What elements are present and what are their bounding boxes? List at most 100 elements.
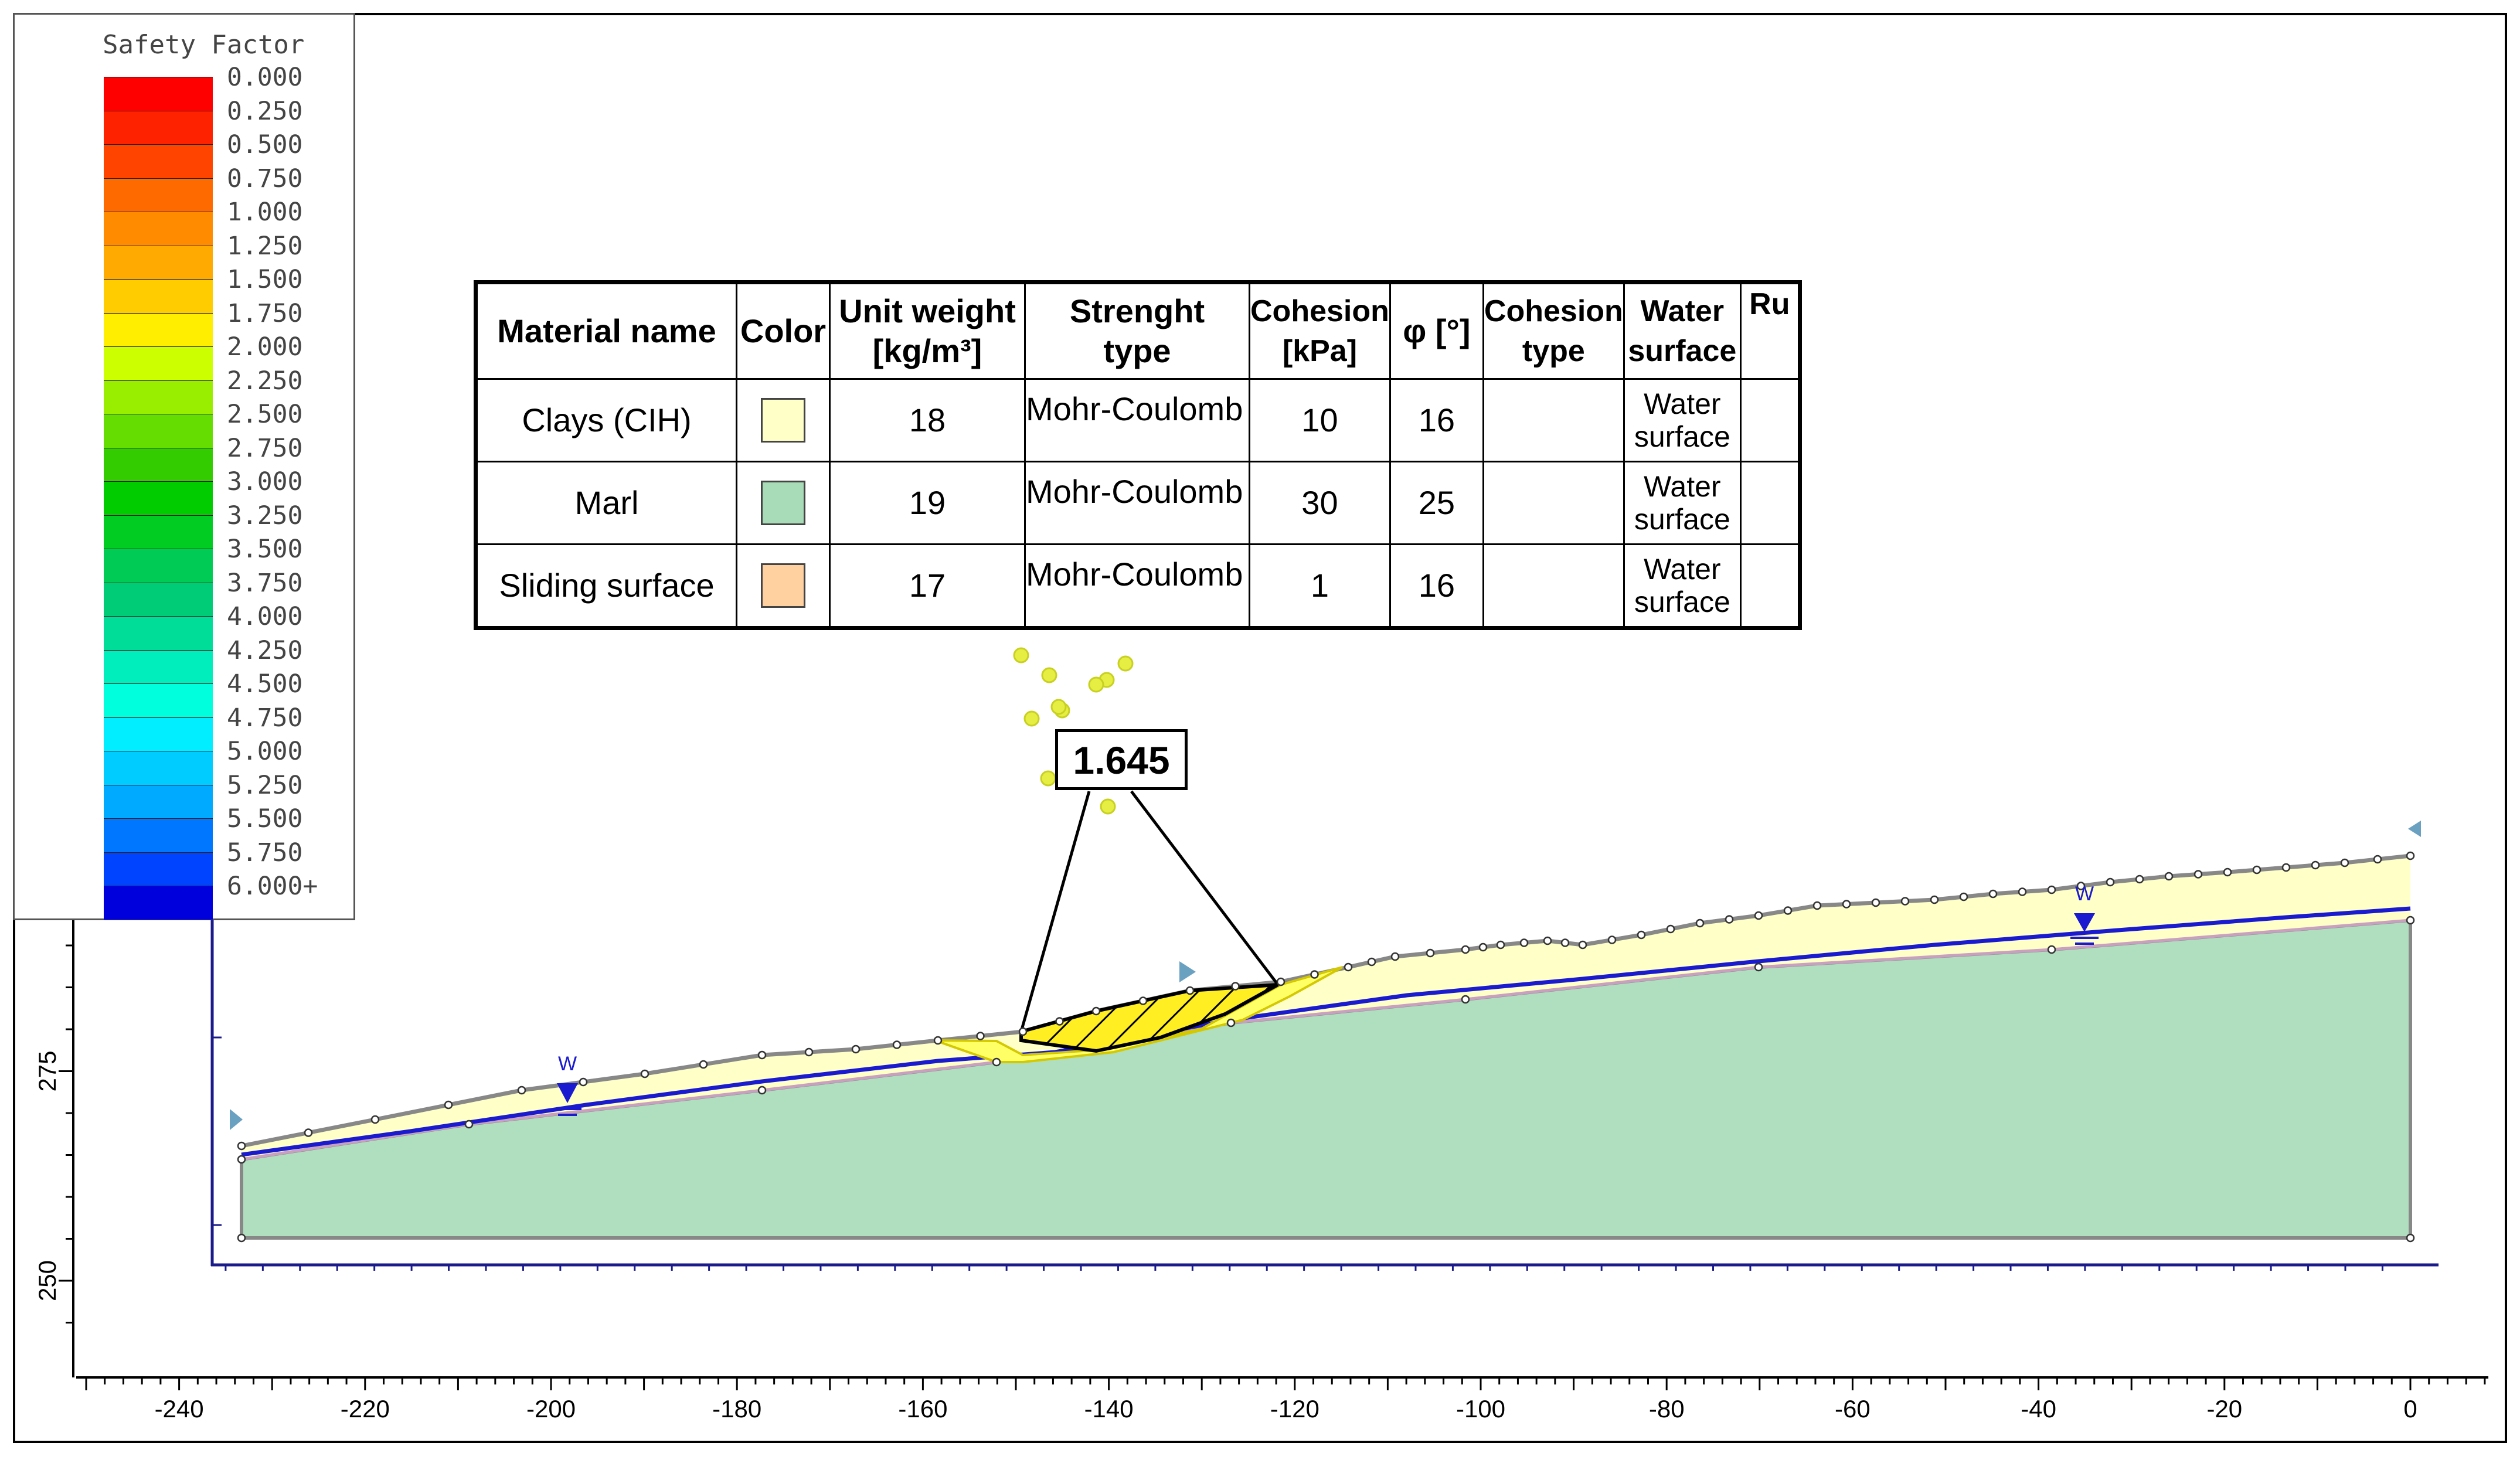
marl-layer — [240, 918, 2412, 1240]
cell-unit-weight: 19 — [829, 461, 1026, 545]
legend-value: 6.000+ — [227, 872, 318, 901]
cell-cohesion-type — [1482, 543, 1625, 629]
x-tick-label: -120 — [1270, 1395, 1319, 1423]
cell-water-surface: Water surface — [1623, 543, 1742, 629]
legend-swatch — [104, 447, 213, 482]
geometry-point — [1091, 1006, 1101, 1016]
legend-value: 1.000 — [227, 198, 303, 227]
geometry-point — [1871, 898, 1880, 907]
cell-cohesion: 1 — [1249, 543, 1391, 629]
legend-swatch — [104, 346, 213, 380]
geometry-point — [757, 1050, 767, 1060]
legend-value: 1.500 — [227, 265, 303, 294]
y-tick-label: 250 — [33, 1260, 61, 1301]
cell-cohesion-type — [1482, 461, 1625, 545]
header-material-name: Material name — [475, 281, 737, 380]
legend-swatch — [104, 886, 213, 920]
color-swatch — [761, 481, 805, 525]
legend-swatch — [104, 751, 213, 785]
legend-value: 1.250 — [227, 231, 303, 261]
legend-swatch — [104, 515, 213, 549]
header-strength-type: Strenght type — [1024, 281, 1250, 380]
geometry-point — [237, 1141, 246, 1151]
geometry-point — [464, 1120, 474, 1129]
legend-value: 3.750 — [227, 568, 303, 598]
legend-value: 0.500 — [227, 130, 303, 159]
x-tick-label: -100 — [1456, 1395, 1505, 1423]
legend-value: 4.250 — [227, 635, 303, 665]
geometry-point — [1461, 945, 1470, 954]
geometry-point — [1988, 889, 1998, 899]
geometry-point — [1578, 940, 1587, 950]
slip-center-point — [1050, 699, 1067, 715]
cell-strength-type: Mohr-Coulomb — [1024, 461, 1250, 545]
cell-water-surface: Water surface — [1623, 378, 1742, 462]
legend-value: 4.750 — [227, 703, 303, 733]
x-tick-label: -80 — [1649, 1395, 1685, 1423]
cell-strength-type: Mohr-Coulomb — [1024, 378, 1250, 462]
legend-value: 3.250 — [227, 501, 303, 530]
legend-value: 5.250 — [227, 770, 303, 800]
legend-swatch — [104, 380, 213, 414]
slip-center-point — [1040, 770, 1056, 787]
geometry-point — [1666, 924, 1675, 934]
geometry-point — [1754, 962, 1763, 972]
x-tick-label: -160 — [898, 1395, 947, 1423]
geometry-point — [1496, 940, 1505, 950]
geometry-point — [2193, 870, 2203, 879]
header-cohesion-type: Cohesion type — [1482, 281, 1625, 380]
slip-center-point — [1041, 667, 1057, 683]
color-swatch — [761, 398, 805, 443]
legend-value: 5.000 — [227, 737, 303, 766]
geometry-point — [370, 1115, 380, 1124]
geometry-point — [1900, 897, 1910, 906]
geometry-point — [1607, 935, 1617, 944]
water-table-line — [241, 906, 2411, 1157]
x-tick-label: -240 — [155, 1395, 204, 1423]
slip-center-point — [1117, 655, 1134, 672]
geometry-point — [1637, 930, 1646, 940]
x-tick-label: -60 — [1835, 1395, 1871, 1423]
legend-swatch — [104, 245, 213, 280]
geometry-point — [444, 1100, 453, 1110]
geometry-point — [1390, 952, 1400, 961]
cell-water-surface: Water surface — [1623, 461, 1742, 545]
cell-phi: 16 — [1389, 543, 1484, 629]
legend-value: 1.750 — [227, 298, 303, 328]
factor-of-safety-callout: 1.645 — [1055, 729, 1188, 790]
legend-value: 3.000 — [227, 467, 303, 496]
geometry-point — [1055, 1017, 1064, 1026]
x-tick-label: 0 — [2403, 1395, 2417, 1423]
geometry-point — [1783, 906, 1793, 915]
legend-value: 2.250 — [227, 366, 303, 396]
cell-color — [736, 461, 831, 545]
geometry-point — [2252, 865, 2261, 875]
legend-value: 5.750 — [227, 838, 303, 867]
geometry-point — [2164, 872, 2174, 881]
geometry-point — [2047, 885, 2056, 894]
legend-value: 3.500 — [227, 535, 303, 564]
geometry-point — [2373, 855, 2382, 864]
legend-value: 4.500 — [227, 669, 303, 699]
table-row: Marl 19 Mohr-Coulomb 30 25 Water surface — [475, 461, 1801, 545]
water-marker-left: W — [553, 1053, 581, 1116]
geometry-point — [1461, 995, 1470, 1004]
x-tick-label: -20 — [2206, 1395, 2242, 1423]
geometry-point — [2406, 916, 2415, 925]
cell-unit-weight: 17 — [829, 543, 1026, 629]
header-cohesion: Cohesion [kPa] — [1249, 281, 1391, 380]
geometry-point — [2406, 851, 2415, 860]
cell-phi: 16 — [1389, 378, 1484, 462]
geometry-point — [1543, 936, 1552, 945]
geometry-point — [1930, 895, 1939, 904]
geometry-point — [2340, 858, 2349, 867]
geometry-point — [851, 1044, 861, 1054]
geometry-points — [237, 851, 2415, 1243]
geometry-point — [2135, 875, 2144, 884]
legend-swatch — [104, 144, 213, 178]
geometry-point — [2406, 1233, 2415, 1243]
y-tick-label: 275 — [33, 1050, 61, 1091]
callout-leader-left — [1019, 791, 1091, 1032]
legend-value: 0.000 — [227, 63, 303, 92]
table-body: Clays (CIH) 18 Mohr-Coulomb 10 16 Water s… — [475, 378, 1801, 629]
